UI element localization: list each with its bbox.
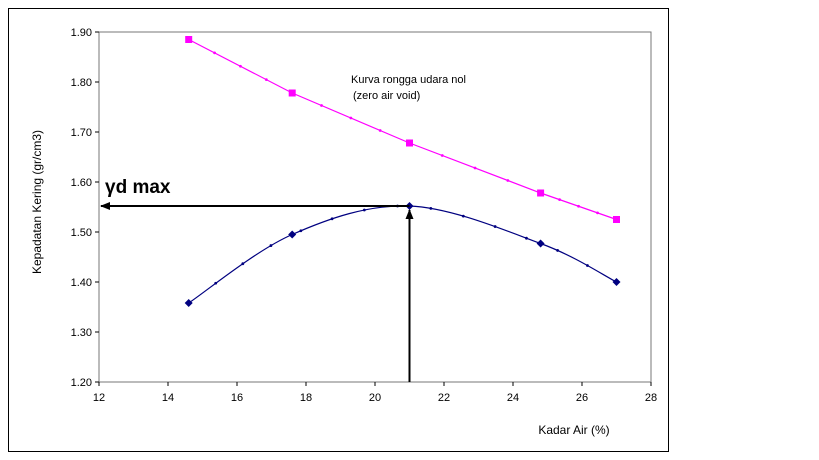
chart-frame: 1.20 1.30 1.40 1.50 1.60 1.70 1.80 1.90 12 14 16 18… <box>8 8 669 452</box>
compaction-chart: 1.20 1.30 1.40 1.50 1.60 1.70 1.80 1.90 12 14 16 18… <box>30 27 657 437</box>
compaction-curve-minor-marker <box>586 264 589 267</box>
zero-air-void-minor-marker <box>506 179 510 182</box>
x-tick-label: 12 <box>93 392 105 404</box>
zero-air-void-point <box>288 89 296 97</box>
y-axis-title: Kepadatan Kering (gr/cm3) <box>30 130 44 274</box>
zero-air-void-minor-marker <box>440 154 444 157</box>
compaction-curve-minor-marker <box>214 281 218 285</box>
y-tick-label: 1.30 <box>71 327 92 339</box>
x-tick-label: 16 <box>231 392 243 404</box>
compaction-curve-point <box>536 239 545 248</box>
zero-air-void-label-line1: Kurva rongga udara nol <box>351 74 466 86</box>
y-tick-label: 1.20 <box>71 377 92 389</box>
compaction-curve-minor-marker <box>269 244 273 247</box>
zero-air-void-minor-marker <box>378 129 382 132</box>
x-tick-label: 20 <box>369 392 381 404</box>
x-tick-label: 26 <box>576 392 588 404</box>
zero-air-void-point <box>613 216 620 223</box>
compaction-curve-minor-marker <box>241 262 245 266</box>
compaction-curve-minor-marker <box>556 249 559 252</box>
x-axis-title: Kadar Air (%) <box>538 423 609 437</box>
compaction-curve-minor-marker <box>525 236 528 240</box>
x-tick-label: 14 <box>162 392 174 404</box>
x-tick-label: 18 <box>300 392 312 404</box>
zero-air-void-point <box>185 36 193 43</box>
zero-air-void-minor-marker <box>349 116 353 120</box>
compaction-curve-point <box>288 230 297 239</box>
y-tick-label: 1.70 <box>71 127 92 139</box>
zero-air-void-point <box>537 189 545 197</box>
zero-air-void-line <box>188 38 617 221</box>
y-tick-label: 1.60 <box>71 177 92 189</box>
zero-air-void-point <box>406 139 413 147</box>
y-tick-label: 1.40 <box>71 277 92 289</box>
compaction-curve-line <box>188 205 617 304</box>
compaction-curve-point <box>612 278 621 286</box>
compaction-curve-minor-marker <box>362 208 366 212</box>
compaction-curve-minor-marker <box>429 206 433 210</box>
compaction-curve-minor-marker <box>330 217 334 221</box>
compaction-curve-minor-marker <box>493 225 497 228</box>
y-tick-label: 1.90 <box>71 27 92 39</box>
compaction-curve-point <box>184 299 193 307</box>
x-tick-label: 28 <box>645 392 657 404</box>
zero-air-void-minor-marker <box>596 211 599 215</box>
zero-air-void-minor-marker <box>577 204 580 208</box>
zero-air-void-minor-marker <box>264 78 268 82</box>
zero-air-void-label-line2: (zero air void) <box>353 90 420 102</box>
zero-air-void-minor-marker <box>320 104 323 107</box>
zero-air-void-minor-marker <box>213 51 216 55</box>
zero-air-void-minor-marker <box>473 166 477 170</box>
compaction-curve-minor-marker <box>461 214 465 218</box>
x-tick-label: 22 <box>438 392 450 404</box>
x-tick-label: 24 <box>507 392 519 404</box>
compaction-curve-minor-marker <box>299 229 303 233</box>
y-tick-label: 1.80 <box>71 77 92 89</box>
zero-air-void-minor-marker <box>239 64 242 68</box>
gamma-d-max-label: γd max <box>105 177 171 198</box>
zero-air-void-minor-marker <box>558 198 561 202</box>
y-tick-label: 1.50 <box>71 227 92 239</box>
